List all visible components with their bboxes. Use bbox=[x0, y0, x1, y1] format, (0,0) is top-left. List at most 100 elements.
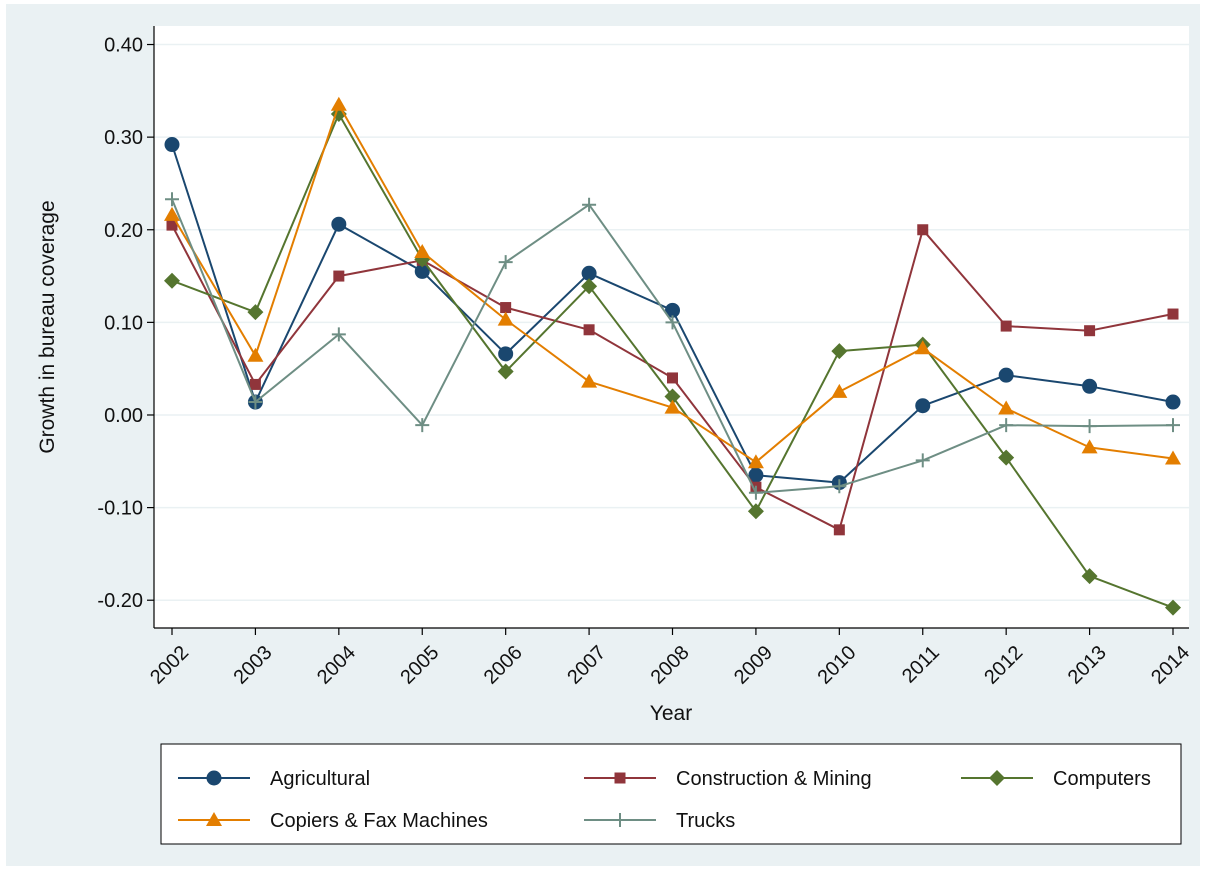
data-point-construction-mining bbox=[833, 524, 845, 536]
data-point-agricultural bbox=[1082, 378, 1098, 394]
x-tick-label: 2012 bbox=[980, 642, 1027, 689]
y-tick-labels: 0.40 0.30 0.20 0.10 0.00 -0.10 -0.20 bbox=[97, 35, 143, 613]
data-point-trucks bbox=[248, 395, 263, 410]
x-tick-label: 2008 bbox=[647, 642, 694, 689]
x-tick-label: 2002 bbox=[146, 642, 193, 689]
series-trucks bbox=[165, 192, 1180, 500]
data-point-trucks bbox=[915, 453, 930, 468]
legend-entry-computers: Computers bbox=[961, 768, 1151, 790]
data-point-computers bbox=[747, 503, 764, 520]
data-point-computers bbox=[1165, 599, 1181, 616]
data-point-trucks bbox=[999, 418, 1014, 433]
y-tick-label: 0.40 bbox=[104, 35, 143, 57]
data-point-agricultural bbox=[581, 265, 597, 281]
legend-marker bbox=[614, 772, 626, 784]
series-agricultural bbox=[164, 137, 1181, 491]
data-point-construction-mining bbox=[1084, 325, 1096, 337]
data-point-agricultural bbox=[998, 367, 1014, 383]
data-point-construction-mining bbox=[1000, 320, 1012, 332]
data-point-agricultural bbox=[748, 467, 764, 483]
data-point-copiers-fax-machines bbox=[914, 340, 931, 355]
legend-label: Computers bbox=[1053, 768, 1151, 790]
x-tick-label: 2014 bbox=[1147, 642, 1194, 689]
data-point-copiers-fax-machines bbox=[414, 243, 431, 258]
y-tick-label: 0.10 bbox=[104, 312, 143, 334]
legend-entry-agricultural: Agricultural bbox=[178, 768, 370, 790]
data-point-construction-mining bbox=[1167, 308, 1179, 320]
data-point-copiers-fax-machines bbox=[747, 454, 764, 469]
legend-label: Construction & Mining bbox=[676, 768, 872, 790]
gridlines bbox=[154, 43, 1189, 601]
y-tick-label: -0.20 bbox=[97, 590, 143, 612]
data-point-trucks bbox=[665, 315, 680, 330]
data-point-trucks bbox=[748, 485, 763, 500]
series-copiers-fax-machines bbox=[164, 96, 1181, 469]
legend-label: Copiers & Fax Machines bbox=[270, 810, 488, 832]
legend-marker bbox=[989, 770, 1005, 786]
axes bbox=[147, 26, 1189, 635]
data-point-construction-mining bbox=[500, 302, 512, 314]
data-point-copiers-fax-machines bbox=[247, 347, 264, 362]
data-point-trucks bbox=[1166, 418, 1180, 433]
data-point-trucks bbox=[1082, 419, 1097, 434]
data-point-copiers-fax-machines bbox=[1081, 439, 1098, 454]
x-tick-label: 2011 bbox=[898, 642, 944, 688]
data-point-trucks bbox=[415, 418, 430, 433]
data-point-copiers-fax-machines bbox=[1165, 450, 1181, 465]
data-point-copiers-fax-machines bbox=[497, 311, 514, 326]
data-point-agricultural bbox=[498, 346, 514, 362]
figure-background: 0.40 0.30 0.20 0.10 0.00 -0.10 -0.20 2002 2003 2… bbox=[6, 4, 1200, 866]
y-tick-label: 0.30 bbox=[104, 127, 143, 149]
x-tick-label: 2007 bbox=[563, 642, 610, 689]
x-tick-label: 2003 bbox=[230, 642, 277, 689]
legend-box bbox=[160, 743, 1182, 845]
y-tick-label: 0.20 bbox=[104, 220, 143, 242]
data-point-copiers-fax-machines bbox=[831, 383, 848, 398]
data-point-construction-mining bbox=[166, 219, 178, 231]
data-point-copiers-fax-machines bbox=[998, 400, 1015, 415]
data-point-trucks bbox=[832, 479, 847, 494]
data-point-construction-mining bbox=[667, 372, 678, 384]
data-point-copiers-fax-machines bbox=[164, 206, 180, 221]
data-point-computers bbox=[664, 388, 681, 405]
data-point-computers bbox=[247, 304, 264, 321]
data-point-trucks bbox=[165, 192, 179, 207]
x-tick-label: 2004 bbox=[313, 642, 360, 689]
data-point-trucks bbox=[498, 255, 513, 270]
legend-entry-trucks: Trucks bbox=[584, 810, 735, 832]
data-point-construction-mining bbox=[583, 324, 595, 336]
data-point-agricultural bbox=[164, 137, 180, 153]
data-point-agricultural bbox=[1165, 394, 1181, 410]
legend-label: Agricultural bbox=[270, 768, 370, 790]
legend-marker bbox=[206, 812, 222, 826]
series bbox=[164, 96, 1181, 616]
data-point-agricultural bbox=[331, 216, 347, 232]
data-point-construction-mining bbox=[333, 270, 345, 282]
data-point-computers bbox=[497, 363, 514, 380]
x-tick-label: 2005 bbox=[396, 642, 443, 689]
data-point-trucks bbox=[331, 327, 346, 342]
x-axis-title: Year bbox=[650, 702, 692, 725]
y-tick-label: -0.10 bbox=[97, 498, 143, 520]
data-point-agricultural bbox=[915, 398, 931, 414]
data-point-construction-mining bbox=[249, 378, 261, 390]
y-tick-label: 0.00 bbox=[104, 405, 143, 427]
x-tick-labels: 2002 2003 2004 2005 2006 2007 2008 2009 2010 2011… bbox=[146, 642, 1194, 689]
data-point-copiers-fax-machines bbox=[664, 399, 681, 414]
data-point-computers bbox=[164, 272, 180, 289]
data-point-copiers-fax-machines bbox=[581, 373, 598, 388]
data-point-computers bbox=[581, 278, 598, 295]
x-tick-label: 2010 bbox=[813, 642, 860, 689]
legend-label: Trucks bbox=[676, 810, 735, 832]
data-point-copiers-fax-machines bbox=[330, 96, 347, 111]
data-point-agricultural bbox=[665, 302, 680, 318]
data-point-computers bbox=[831, 343, 848, 360]
data-point-trucks bbox=[582, 197, 597, 212]
data-point-computers bbox=[1081, 568, 1098, 585]
x-tick-label: 2006 bbox=[480, 642, 527, 689]
data-point-computers bbox=[998, 449, 1015, 466]
legend-marker bbox=[206, 770, 222, 786]
x-tick-label: 2013 bbox=[1064, 642, 1111, 689]
line-chart: 0.40 0.30 0.20 0.10 0.00 -0.10 -0.20 2002 2003 2… bbox=[36, 26, 1194, 845]
y-axis-title: Growth in bureau coverage bbox=[36, 200, 59, 453]
